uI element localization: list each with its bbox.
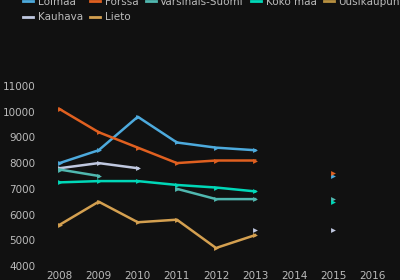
Legend: Loimaa, Kauhava, Forssa, Lieto, Varsinais-Suomi, Koko maa, Uusikaupunki: Loimaa, Kauhava, Forssa, Lieto, Varsinai…	[23, 0, 400, 22]
